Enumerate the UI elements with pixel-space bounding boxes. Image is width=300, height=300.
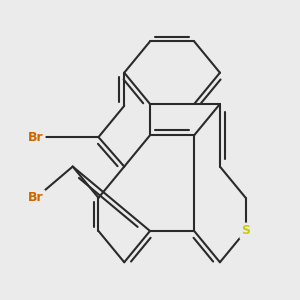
Text: Br: Br (28, 191, 44, 204)
Text: Br: Br (28, 130, 44, 144)
Text: S: S (241, 224, 250, 238)
